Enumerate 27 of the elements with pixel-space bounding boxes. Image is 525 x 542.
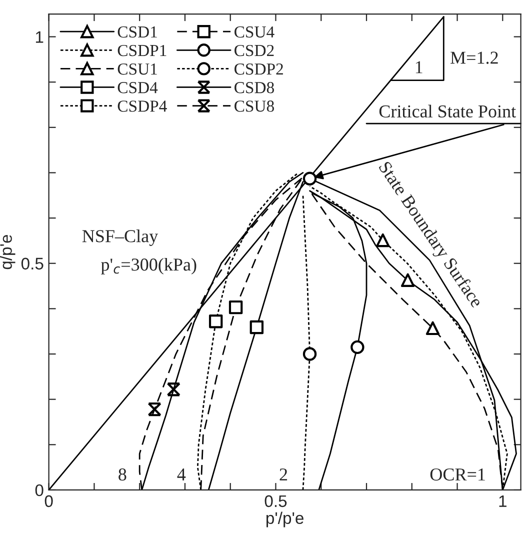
- annotation: p'$_{c}$=300(kPa): [101, 258, 196, 274]
- annotation: 1: [416, 61, 422, 74]
- legend-label: CSU8: [234, 100, 274, 112]
- x-tick-label: 0.5: [264, 495, 287, 508]
- legend-label: CSDP4: [118, 100, 167, 112]
- legend-label: CSD2: [234, 44, 274, 56]
- y-tick-label: 1: [36, 31, 44, 43]
- legend-label: CSU1: [118, 63, 157, 75]
- legend-label: CSDP2: [234, 63, 283, 75]
- x-tick-label: 0: [44, 495, 53, 508]
- annotation: 8: [118, 468, 126, 481]
- legend-label: CSD1: [118, 26, 157, 38]
- annotation: NSF–Clay: [82, 230, 158, 246]
- annotation: 2: [280, 468, 288, 480]
- legend-label: CSDP1: [118, 44, 166, 56]
- legend-label: CSD4: [118, 82, 158, 94]
- y-tick-label: 0: [35, 484, 44, 496]
- annotation: Critical State Point: [379, 104, 516, 118]
- annotation: 4: [177, 468, 186, 480]
- annotation: M=1.2: [450, 52, 498, 64]
- legend-label: CSU4: [234, 26, 274, 38]
- x-tick-label: 1: [499, 495, 506, 507]
- annotation: OCR=1: [430, 468, 485, 481]
- y-tick-label: 0.5: [21, 258, 44, 270]
- y-axis-title: q/p'e: [0, 234, 16, 270]
- x-axis-title: p'/p'e: [266, 512, 304, 528]
- legend-label: CSD8: [234, 82, 274, 94]
